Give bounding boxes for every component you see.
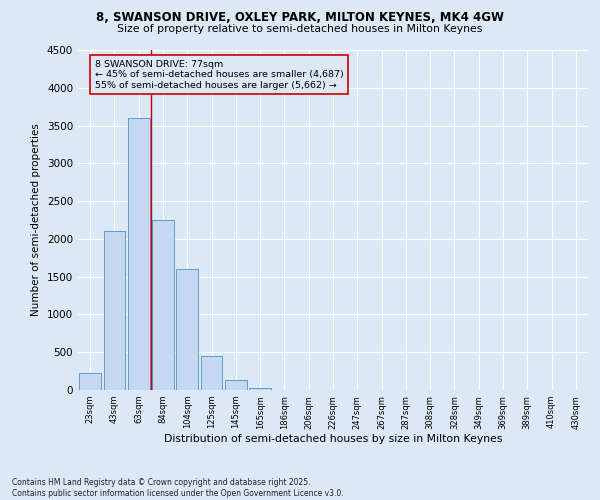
Bar — [128, 118, 149, 390]
X-axis label: Distribution of semi-detached houses by size in Milton Keynes: Distribution of semi-detached houses by … — [164, 434, 502, 444]
Bar — [225, 380, 247, 390]
Bar — [104, 232, 125, 390]
Y-axis label: Number of semi-detached properties: Number of semi-detached properties — [31, 124, 41, 316]
Bar — [79, 372, 101, 390]
Bar — [152, 220, 174, 390]
Text: Size of property relative to semi-detached houses in Milton Keynes: Size of property relative to semi-detach… — [118, 24, 482, 34]
Bar — [249, 388, 271, 390]
Text: 8 SWANSON DRIVE: 77sqm
← 45% of semi-detached houses are smaller (4,687)
55% of : 8 SWANSON DRIVE: 77sqm ← 45% of semi-det… — [95, 60, 343, 90]
Bar — [200, 356, 223, 390]
Bar — [176, 269, 198, 390]
Text: 8, SWANSON DRIVE, OXLEY PARK, MILTON KEYNES, MK4 4GW: 8, SWANSON DRIVE, OXLEY PARK, MILTON KEY… — [96, 11, 504, 24]
Text: Contains HM Land Registry data © Crown copyright and database right 2025.
Contai: Contains HM Land Registry data © Crown c… — [12, 478, 344, 498]
